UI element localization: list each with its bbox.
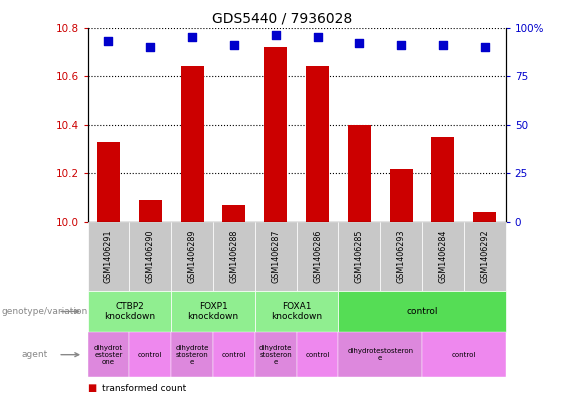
Bar [306,66,329,222]
Text: control: control [221,352,246,358]
Bar [348,125,371,222]
Point [271,32,280,39]
Bar [223,205,245,222]
Point [104,38,113,44]
Point [438,42,447,48]
Bar [432,137,454,222]
Bar [139,200,162,222]
Point [355,40,364,46]
Text: control: control [451,352,476,358]
Text: FOXP1
knockdown: FOXP1 knockdown [188,302,238,321]
Text: ■: ■ [88,383,97,393]
Bar [473,212,496,222]
Text: dihydrotestosteron
e: dihydrotestosteron e [347,348,414,361]
Point [313,34,322,40]
Text: GSM1406287: GSM1406287 [271,230,280,283]
Point [229,42,238,48]
Text: GSM1406285: GSM1406285 [355,230,364,283]
Text: FOXA1
knockdown: FOXA1 knockdown [271,302,322,321]
Bar [390,169,412,222]
Text: dihydrote
stosteron
e: dihydrote stosteron e [175,345,209,365]
Bar [181,66,203,222]
Point [146,44,155,50]
Point [188,34,197,40]
Text: GSM1406291: GSM1406291 [104,230,113,283]
Text: control: control [305,352,330,358]
Text: GSM1406284: GSM1406284 [438,230,447,283]
Bar [264,47,287,222]
Text: agent: agent [21,350,47,359]
Text: dihydrot
estoster
one: dihydrot estoster one [94,345,123,365]
Text: CTBP2
knockdown: CTBP2 knockdown [104,302,155,321]
Text: GSM1406292: GSM1406292 [480,230,489,283]
Text: GSM1406288: GSM1406288 [229,230,238,283]
Text: control: control [138,352,163,358]
Text: GSM1406290: GSM1406290 [146,230,155,283]
Text: GSM1406293: GSM1406293 [397,230,406,283]
Point [397,42,406,48]
Bar [97,142,120,222]
Text: GSM1406286: GSM1406286 [313,230,322,283]
Text: control: control [406,307,438,316]
Text: transformed count: transformed count [102,384,186,393]
Point [480,44,489,50]
Text: GSM1406289: GSM1406289 [188,230,197,283]
Text: dihydrote
stosteron
e: dihydrote stosteron e [259,345,293,365]
Text: GDS5440 / 7936028: GDS5440 / 7936028 [212,12,353,26]
Text: genotype/variation: genotype/variation [1,307,88,316]
